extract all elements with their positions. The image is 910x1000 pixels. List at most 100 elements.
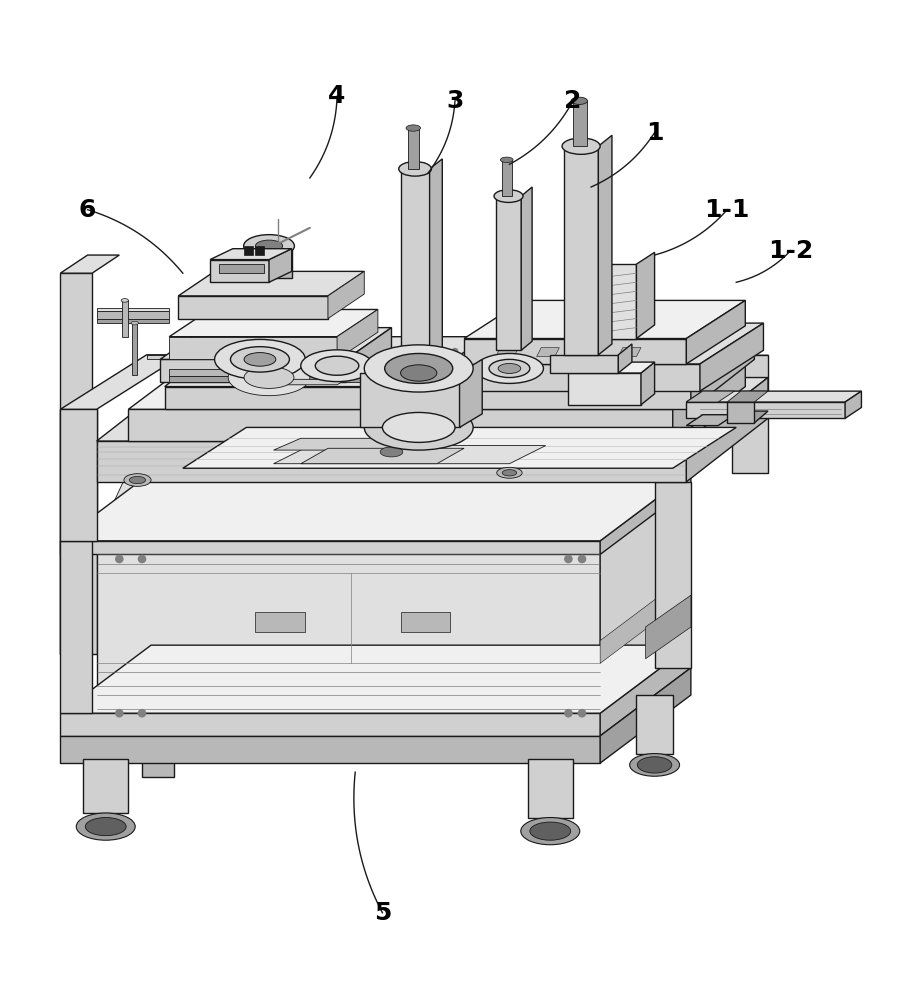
Polygon shape [496, 196, 521, 350]
Ellipse shape [244, 367, 294, 388]
Polygon shape [128, 355, 745, 409]
Circle shape [138, 710, 146, 717]
Text: 2: 2 [564, 89, 581, 113]
Ellipse shape [364, 345, 473, 392]
Polygon shape [122, 300, 128, 337]
Polygon shape [169, 337, 337, 359]
Polygon shape [60, 355, 183, 409]
Ellipse shape [562, 138, 601, 154]
Polygon shape [700, 323, 763, 391]
Polygon shape [274, 379, 346, 385]
Polygon shape [672, 355, 745, 441]
Ellipse shape [399, 162, 431, 176]
Ellipse shape [385, 353, 453, 383]
Polygon shape [301, 448, 464, 464]
Polygon shape [160, 328, 391, 359]
Polygon shape [60, 255, 119, 273]
Ellipse shape [637, 757, 672, 773]
Polygon shape [636, 252, 654, 339]
Ellipse shape [256, 240, 283, 252]
Polygon shape [210, 260, 269, 282]
Ellipse shape [382, 412, 455, 442]
Polygon shape [537, 348, 560, 357]
Polygon shape [346, 328, 391, 382]
Circle shape [361, 356, 367, 361]
Ellipse shape [230, 347, 289, 372]
Polygon shape [96, 441, 686, 482]
Polygon shape [464, 339, 686, 364]
Polygon shape [83, 759, 128, 813]
Polygon shape [128, 409, 672, 441]
Text: 3: 3 [446, 89, 464, 113]
Circle shape [316, 359, 321, 365]
Circle shape [253, 349, 258, 355]
Polygon shape [132, 323, 137, 375]
Bar [400, 612, 450, 632]
Polygon shape [601, 264, 636, 339]
Polygon shape [178, 296, 328, 319]
Polygon shape [60, 418, 197, 654]
Polygon shape [551, 355, 618, 373]
Ellipse shape [301, 350, 373, 382]
Polygon shape [641, 362, 654, 405]
Polygon shape [601, 573, 691, 663]
Polygon shape [578, 348, 601, 357]
Polygon shape [430, 159, 442, 359]
Text: 1: 1 [646, 121, 663, 145]
Polygon shape [219, 264, 265, 273]
Polygon shape [521, 187, 532, 350]
Polygon shape [564, 146, 599, 355]
Polygon shape [87, 418, 224, 654]
Polygon shape [691, 337, 754, 409]
Polygon shape [446, 364, 700, 391]
Polygon shape [496, 348, 519, 357]
Polygon shape [160, 359, 346, 382]
Polygon shape [96, 319, 169, 323]
Ellipse shape [530, 822, 571, 840]
Polygon shape [601, 645, 691, 736]
Polygon shape [528, 759, 573, 818]
Polygon shape [183, 427, 736, 468]
Polygon shape [732, 355, 768, 473]
Polygon shape [654, 482, 691, 668]
Polygon shape [569, 362, 654, 373]
Polygon shape [686, 402, 845, 418]
Polygon shape [60, 541, 92, 713]
Ellipse shape [498, 363, 521, 373]
Ellipse shape [124, 474, 151, 486]
Polygon shape [60, 409, 96, 541]
Polygon shape [247, 246, 292, 278]
Polygon shape [96, 308, 169, 311]
Circle shape [498, 346, 503, 351]
Ellipse shape [244, 353, 276, 366]
Polygon shape [147, 355, 768, 359]
Polygon shape [274, 438, 419, 450]
Polygon shape [274, 446, 546, 464]
Polygon shape [727, 402, 754, 423]
Circle shape [138, 555, 146, 563]
Ellipse shape [494, 190, 523, 202]
Text: 5: 5 [374, 901, 391, 925]
Polygon shape [60, 645, 691, 713]
Ellipse shape [571, 97, 588, 104]
Circle shape [271, 363, 277, 368]
Ellipse shape [86, 818, 126, 836]
Polygon shape [60, 273, 92, 654]
Ellipse shape [228, 359, 309, 396]
Circle shape [198, 372, 204, 378]
Polygon shape [573, 101, 587, 146]
Polygon shape [636, 695, 672, 754]
Text: 4: 4 [329, 84, 346, 108]
Circle shape [452, 348, 458, 354]
Polygon shape [96, 311, 169, 319]
Ellipse shape [501, 157, 513, 163]
Polygon shape [60, 541, 601, 554]
Polygon shape [60, 409, 96, 654]
Bar [256, 612, 306, 632]
Bar [256, 246, 265, 255]
Circle shape [565, 710, 572, 717]
Polygon shape [686, 391, 862, 402]
Circle shape [116, 710, 123, 717]
Polygon shape [96, 378, 768, 441]
Circle shape [235, 368, 240, 373]
